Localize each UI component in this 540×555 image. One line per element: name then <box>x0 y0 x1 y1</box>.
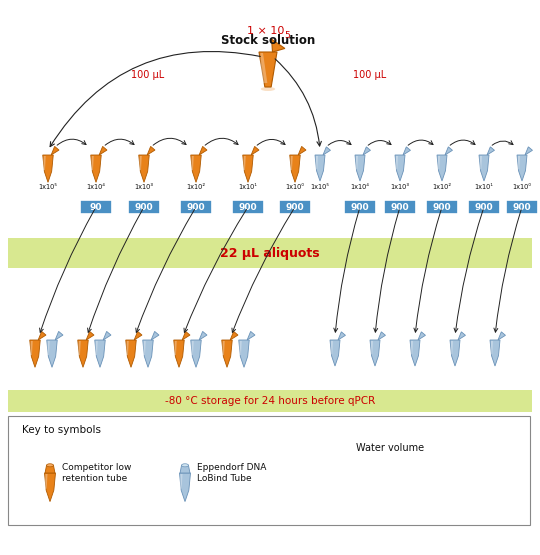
Text: 1x10⁴: 1x10⁴ <box>86 184 105 190</box>
Polygon shape <box>174 341 177 355</box>
FancyBboxPatch shape <box>366 478 414 498</box>
Polygon shape <box>47 340 57 367</box>
Polygon shape <box>290 155 300 182</box>
FancyBboxPatch shape <box>180 200 212 214</box>
Polygon shape <box>525 147 532 155</box>
FancyBboxPatch shape <box>426 200 458 214</box>
Polygon shape <box>445 147 453 155</box>
Text: 1x10²: 1x10² <box>186 184 206 190</box>
Polygon shape <box>480 156 482 169</box>
Polygon shape <box>517 156 520 169</box>
Text: 1x10⁴: 1x10⁴ <box>350 184 369 190</box>
Polygon shape <box>43 155 53 182</box>
FancyBboxPatch shape <box>8 390 532 412</box>
FancyBboxPatch shape <box>128 200 160 214</box>
FancyBboxPatch shape <box>279 200 311 214</box>
Text: 100 μL: 100 μL <box>353 70 387 80</box>
FancyBboxPatch shape <box>80 200 112 214</box>
Polygon shape <box>191 156 194 170</box>
Polygon shape <box>330 340 340 366</box>
Polygon shape <box>437 156 440 169</box>
Polygon shape <box>174 340 184 367</box>
Polygon shape <box>126 340 136 367</box>
Polygon shape <box>45 474 48 489</box>
Polygon shape <box>272 39 285 52</box>
Polygon shape <box>222 340 232 367</box>
Polygon shape <box>44 473 56 502</box>
Polygon shape <box>517 155 527 181</box>
Polygon shape <box>363 147 370 155</box>
Polygon shape <box>259 52 277 87</box>
Text: 900: 900 <box>187 203 205 211</box>
Text: 1x10¹: 1x10¹ <box>475 184 494 190</box>
Polygon shape <box>191 155 201 182</box>
Ellipse shape <box>46 464 53 467</box>
Polygon shape <box>103 331 111 340</box>
Polygon shape <box>199 147 207 155</box>
Polygon shape <box>179 473 191 502</box>
Polygon shape <box>45 465 55 473</box>
Text: Eppendorf DNA
LoBind Tube: Eppendorf DNA LoBind Tube <box>197 463 266 483</box>
Polygon shape <box>487 147 495 155</box>
Polygon shape <box>355 156 358 169</box>
Text: Water volume: Water volume <box>356 443 424 453</box>
Ellipse shape <box>181 464 188 467</box>
Polygon shape <box>355 155 365 181</box>
Polygon shape <box>134 331 142 340</box>
Polygon shape <box>239 341 242 355</box>
Polygon shape <box>43 156 46 170</box>
Text: 900: 900 <box>433 203 451 211</box>
Polygon shape <box>395 155 405 181</box>
Polygon shape <box>450 341 453 354</box>
Polygon shape <box>55 331 63 340</box>
Polygon shape <box>191 341 194 355</box>
Polygon shape <box>199 331 207 340</box>
Text: 900: 900 <box>286 203 305 211</box>
Polygon shape <box>86 331 94 340</box>
Polygon shape <box>410 341 413 354</box>
Polygon shape <box>243 156 246 170</box>
Polygon shape <box>298 147 306 155</box>
Polygon shape <box>139 155 149 182</box>
Text: 90: 90 <box>90 203 102 211</box>
Polygon shape <box>91 156 94 170</box>
Polygon shape <box>498 332 505 340</box>
Polygon shape <box>30 341 33 355</box>
Polygon shape <box>290 156 293 170</box>
Polygon shape <box>147 147 155 155</box>
FancyBboxPatch shape <box>8 238 532 268</box>
FancyBboxPatch shape <box>8 416 530 525</box>
Text: 1x10²: 1x10² <box>433 184 451 190</box>
Polygon shape <box>51 147 59 155</box>
Text: 1x10¹: 1x10¹ <box>239 184 258 190</box>
Polygon shape <box>30 340 40 367</box>
Text: 1x10⁵: 1x10⁵ <box>310 184 329 190</box>
Text: 1x10⁰: 1x10⁰ <box>512 184 531 190</box>
Polygon shape <box>437 155 447 181</box>
Polygon shape <box>418 332 426 340</box>
Polygon shape <box>151 331 159 340</box>
Polygon shape <box>78 340 88 367</box>
Polygon shape <box>38 331 46 340</box>
Polygon shape <box>403 147 410 155</box>
Polygon shape <box>378 332 386 340</box>
Ellipse shape <box>261 87 275 91</box>
Polygon shape <box>410 340 420 366</box>
Polygon shape <box>78 341 81 355</box>
Text: Stock solution: Stock solution <box>221 33 315 47</box>
Polygon shape <box>490 341 493 354</box>
Text: -80 °C storage for 24 hours before qPCR: -80 °C storage for 24 hours before qPCR <box>165 396 375 406</box>
FancyBboxPatch shape <box>384 200 416 214</box>
Text: 22 μL aliquots: 22 μL aliquots <box>220 246 320 260</box>
Text: 900: 900 <box>381 483 399 492</box>
Text: 1 × 10: 1 × 10 <box>247 26 285 36</box>
Text: 900: 900 <box>475 203 494 211</box>
Polygon shape <box>338 332 346 340</box>
Text: Competitor low
retention tube: Competitor low retention tube <box>62 463 131 483</box>
Text: 900: 900 <box>350 203 369 211</box>
Polygon shape <box>395 156 398 169</box>
Polygon shape <box>143 340 153 367</box>
Polygon shape <box>370 340 380 366</box>
Polygon shape <box>139 156 141 170</box>
